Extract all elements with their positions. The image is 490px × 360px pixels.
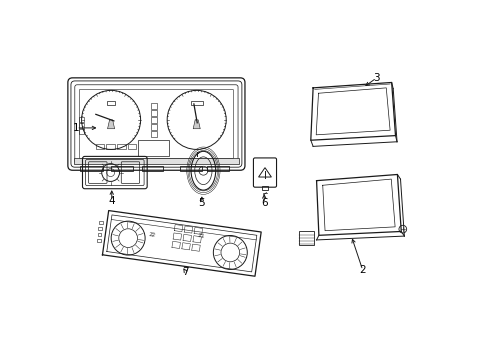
Bar bbox=[98, 227, 102, 230]
Polygon shape bbox=[193, 120, 200, 129]
Text: 1: 1 bbox=[73, 123, 80, 133]
Bar bbox=[78, 129, 84, 134]
Text: 4: 4 bbox=[108, 196, 115, 206]
Bar bbox=[96, 144, 104, 149]
Bar bbox=[80, 166, 103, 171]
Bar bbox=[180, 166, 202, 171]
Bar bbox=[142, 166, 163, 171]
Text: 3: 3 bbox=[373, 73, 380, 83]
Bar bbox=[107, 101, 115, 104]
Bar bbox=[139, 140, 170, 156]
Text: 21: 21 bbox=[197, 233, 205, 239]
Bar bbox=[151, 117, 157, 123]
Bar bbox=[117, 144, 125, 149]
Text: 7: 7 bbox=[182, 267, 189, 277]
Bar bbox=[207, 166, 229, 171]
Bar bbox=[191, 101, 203, 104]
Text: 6: 6 bbox=[261, 198, 268, 208]
Bar bbox=[128, 144, 136, 149]
Bar bbox=[78, 123, 84, 128]
Text: 5: 5 bbox=[198, 198, 205, 208]
Bar bbox=[151, 124, 157, 130]
Bar bbox=[299, 231, 314, 245]
Bar bbox=[151, 111, 157, 116]
Text: 2: 2 bbox=[360, 265, 366, 275]
Bar bbox=[74, 158, 239, 164]
Bar bbox=[99, 221, 103, 224]
Polygon shape bbox=[107, 120, 115, 129]
Bar bbox=[106, 144, 115, 149]
Bar bbox=[78, 117, 84, 122]
Bar bbox=[97, 239, 100, 242]
Bar bbox=[111, 166, 132, 171]
Bar bbox=[262, 186, 268, 190]
Bar bbox=[151, 131, 157, 136]
Bar bbox=[98, 233, 101, 236]
Text: 22: 22 bbox=[148, 232, 156, 238]
Bar bbox=[151, 103, 157, 109]
